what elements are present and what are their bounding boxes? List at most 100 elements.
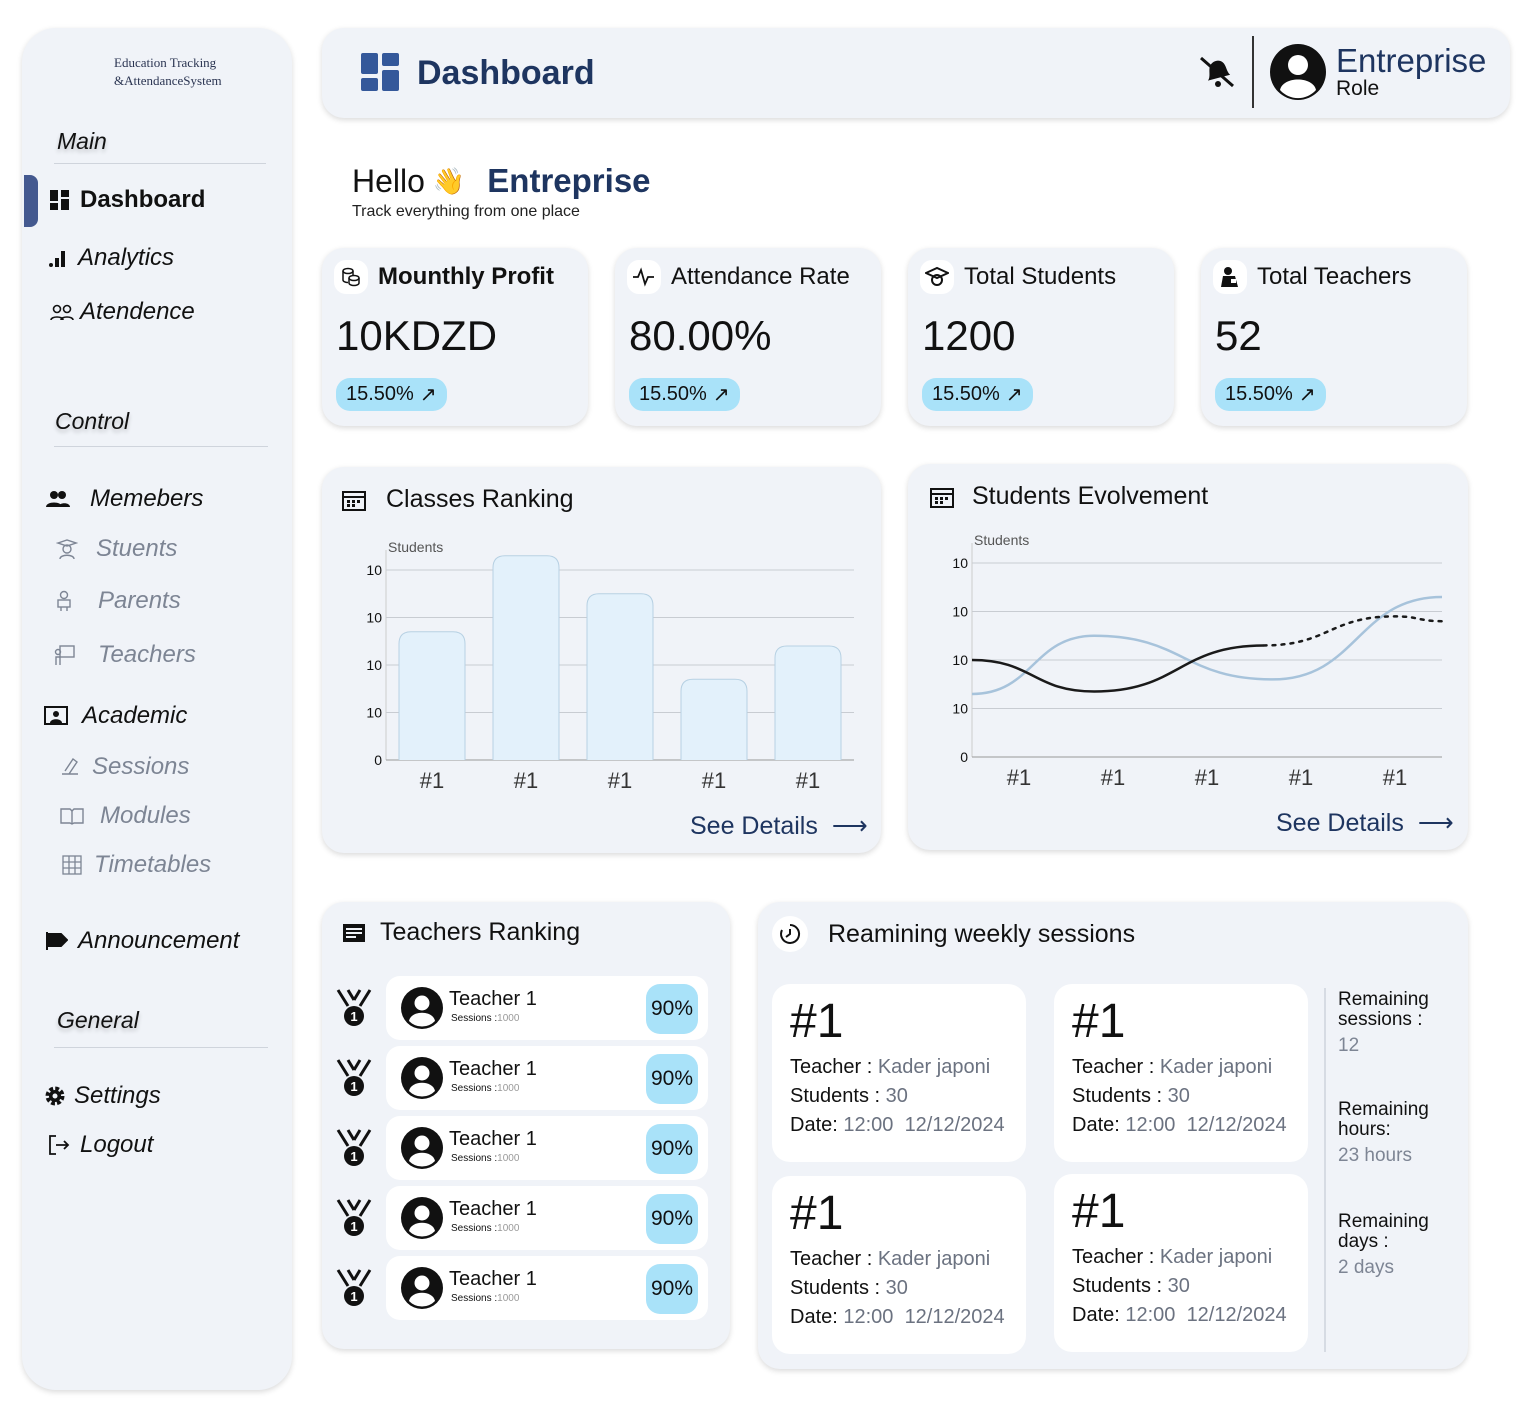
stat-value: 10KDZD — [336, 312, 498, 359]
y-tick-label: 10 — [366, 610, 382, 626]
logo-line2: &AttendanceSystem — [114, 73, 222, 88]
series-line — [971, 644, 1264, 693]
sessions-count: 1000 — [497, 1083, 520, 1094]
dashboard-icon — [50, 190, 69, 210]
sessions-label: Sessions : — [451, 1013, 498, 1024]
sidebar-item-academic[interactable]: Academic — [44, 702, 187, 730]
stat-change-badge: 15.50% ↗ — [629, 378, 740, 411]
see-details-link[interactable]: See Details ⟶ — [1276, 808, 1454, 838]
session-card[interactable]: #1 Teacher : Kader japoni Students : 30 … — [1054, 984, 1308, 1162]
teacher-name: Teacher 1 — [449, 1058, 537, 1080]
stat-value: 52 — [1215, 312, 1262, 359]
sidebar-item-parents[interactable]: Parents — [54, 587, 181, 615]
teacher-name: Teacher 1 — [449, 988, 537, 1010]
y-tick-label: 10 — [952, 652, 968, 668]
y-tick-label: 10 — [366, 705, 382, 721]
teacher-label: Teacher : — [790, 1056, 873, 1078]
svg-text:1: 1 — [350, 1009, 357, 1024]
sidebar-item-dashboard[interactable]: Dashboard — [50, 186, 205, 214]
greeting: Hello 👋 Entreprise — [352, 162, 651, 200]
divider — [54, 446, 268, 447]
students-value: 30 — [1167, 1085, 1190, 1107]
label: Atendence — [80, 298, 195, 325]
calendar-icon — [342, 490, 366, 511]
sidebar-item-sessions[interactable]: Sessions — [60, 753, 189, 781]
coins-icon — [334, 260, 368, 294]
date-label: Date: — [1072, 1114, 1120, 1136]
sidebar-item-teachers[interactable]: Teachers — [54, 641, 196, 669]
stat-title: Total Students — [964, 263, 1117, 290]
graduation-cap-icon — [920, 260, 954, 294]
students-label: Students : — [1072, 1275, 1163, 1297]
gear-icon — [45, 1086, 65, 1106]
sidebar-item-students[interactable]: Stuents — [56, 535, 177, 563]
section-control: Control — [55, 408, 130, 434]
teacher-row[interactable]: Teacher 1 Sessions :1000 90% — [386, 976, 708, 1040]
svg-text:1: 1 — [350, 1289, 357, 1304]
sessions-label: Sessions : — [451, 1223, 498, 1234]
section-general: General — [57, 1007, 139, 1033]
summary-value: 2 days — [1338, 1257, 1394, 1278]
logo-line1: Education Tracking — [114, 55, 217, 70]
sidebar-item-logout[interactable]: Logout — [48, 1131, 153, 1159]
stat-card-teachers: Total Teachers 52 15.50% ↗ — [1201, 248, 1467, 426]
date-value: 12/12/2024 — [1186, 1114, 1287, 1136]
teacher-label: Teacher : — [1072, 1056, 1155, 1078]
logo: Education Tracking &AttendanceSystem — [114, 54, 222, 90]
x-tick-label: #1 — [608, 768, 632, 793]
x-tick-label: #1 — [1007, 765, 1031, 790]
sidebar-item-members[interactable]: Memebers — [46, 485, 203, 513]
series-line-projected — [1262, 615, 1444, 647]
students-label: Students : — [790, 1277, 881, 1299]
stat-title: Attendance Rate — [671, 263, 850, 290]
label: Stuents — [96, 535, 178, 562]
label: Timetables — [94, 851, 212, 878]
see-details-link[interactable]: See Details ⟶ — [690, 811, 868, 841]
session-card[interactable]: #1 Teacher : Kader japoni Students : 30 … — [772, 984, 1026, 1162]
sidebar-item-attendance[interactable]: Atendence — [50, 298, 195, 326]
classes-ranking-panel: Classes Ranking Students 0 10 10 10 10 #1 #1 #1 #… — [322, 467, 881, 853]
teacher-name: Teacher 1 — [449, 1198, 537, 1220]
avatar-icon — [401, 1267, 443, 1309]
avatar-icon — [401, 1197, 443, 1239]
stat-card-students: Total Students 1200 15.50% ↗ — [908, 248, 1174, 426]
y-tick-label: 10 — [366, 562, 382, 578]
bar — [680, 678, 748, 760]
sessions-count: 1000 — [497, 1153, 520, 1164]
trend-up-icon: ↗ — [1005, 384, 1023, 406]
teacher-row[interactable]: Teacher 1 Sessions :1000 90% — [386, 1116, 708, 1180]
medal-icon: 1 — [336, 1129, 372, 1166]
session-card[interactable]: #1 Teacher : Kader japoni Students : 30 … — [772, 1176, 1026, 1354]
label: Settings — [74, 1082, 161, 1109]
header-divider — [1252, 36, 1254, 108]
see-details-label: See Details — [690, 811, 818, 840]
bell-off-icon[interactable] — [1198, 54, 1236, 90]
sidebar-item-modules[interactable]: Modules — [60, 802, 191, 830]
session-card[interactable]: #1 Teacher : Kader japoni Students : 30 … — [1054, 1174, 1308, 1352]
teacher-label: Teacher : — [790, 1248, 873, 1270]
trend-up-icon: ↗ — [419, 384, 437, 406]
teacher-row[interactable]: Teacher 1 Sessions :1000 90% — [386, 1256, 708, 1320]
teacher-row[interactable]: Teacher 1 Sessions :1000 90% — [386, 1046, 708, 1110]
x-tick-label: #1 — [1195, 765, 1219, 790]
sidebar-item-analytics[interactable]: Analytics — [48, 244, 174, 272]
summary-item: Remaining hours: 23 hours — [1338, 1100, 1448, 1166]
students-value: 30 — [1167, 1275, 1190, 1297]
logout-icon — [49, 1135, 70, 1155]
summary-value: 23 hours — [1338, 1145, 1412, 1166]
y-tick-label: 10 — [952, 555, 968, 571]
students-label: Students : — [1072, 1085, 1163, 1107]
bar — [774, 645, 842, 760]
avatar-icon[interactable] — [1268, 42, 1328, 102]
stat-value: 80.00% — [629, 312, 772, 359]
teacher-rate-badge: 90% — [646, 984, 698, 1034]
sidebar-item-settings[interactable]: Settings — [44, 1082, 161, 1110]
label: Dashboard — [80, 186, 206, 213]
teacher-label: Teacher : — [1072, 1246, 1155, 1268]
sidebar-item-announcement[interactable]: Announcement — [46, 927, 239, 955]
medal-icon: 1 — [336, 1269, 372, 1306]
teacher-row[interactable]: Teacher 1 Sessions :1000 90% — [386, 1186, 708, 1250]
bar — [398, 631, 466, 760]
date-label: Date: — [1072, 1304, 1120, 1326]
sidebar-item-timetables[interactable]: Timetables — [62, 851, 211, 879]
